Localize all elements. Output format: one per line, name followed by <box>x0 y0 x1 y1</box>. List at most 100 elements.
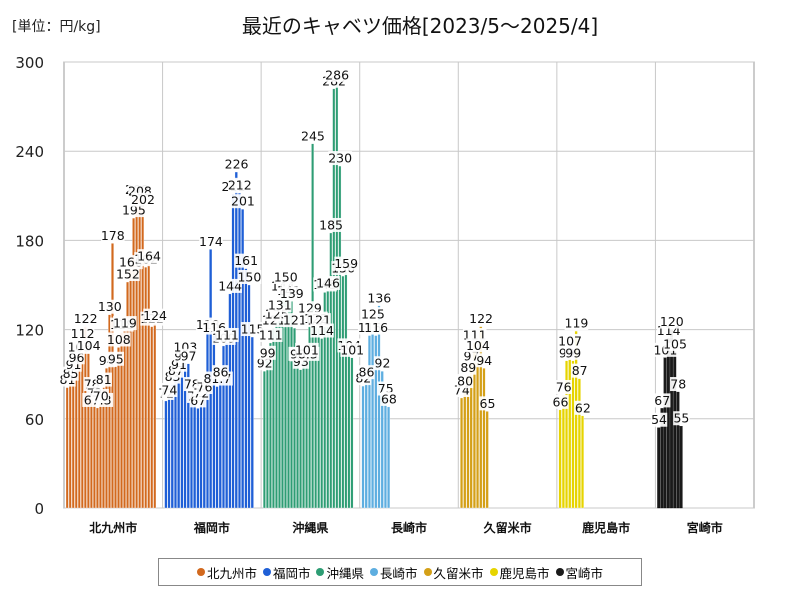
x-tick-label: 沖縄県 <box>292 520 328 535</box>
svg-text:115: 115 <box>241 322 265 337</box>
data-label: 146 <box>316 275 340 290</box>
bar <box>383 396 387 509</box>
x-tick-label: 長崎市 <box>391 520 427 535</box>
svg-text:86: 86 <box>359 365 375 380</box>
y-tick-label: 120 <box>15 322 44 340</box>
data-label: 159 <box>334 256 358 271</box>
legend-item: 鹿児島市 <box>489 563 550 582</box>
svg-text:54: 54 <box>651 412 667 427</box>
bar <box>68 381 72 509</box>
svg-text:131: 131 <box>268 298 292 313</box>
svg-text:116: 116 <box>364 320 388 335</box>
svg-text:112: 112 <box>71 326 95 341</box>
data-label: 111 <box>259 327 283 342</box>
bar <box>293 327 296 509</box>
data-label: 139 <box>280 286 304 301</box>
svg-text:178: 178 <box>101 228 125 243</box>
bar <box>215 386 219 509</box>
svg-text:139: 139 <box>280 286 304 301</box>
bar <box>657 427 661 509</box>
x-tick-label: 久留米市 <box>484 520 532 535</box>
svg-text:125: 125 <box>361 307 385 322</box>
bar <box>65 387 69 509</box>
data-label: 80 <box>456 374 474 389</box>
x-tick-label: 宮崎市 <box>687 520 723 535</box>
bar <box>170 384 174 509</box>
bar <box>135 197 139 509</box>
svg-text:119: 119 <box>113 316 137 331</box>
data-label: 178 <box>101 228 125 243</box>
data-label: 87 <box>571 363 588 378</box>
svg-text:150: 150 <box>274 270 298 285</box>
bar <box>335 82 339 509</box>
data-label: 150 <box>274 270 298 285</box>
bar <box>108 314 111 509</box>
chart-plot: 81859196103112122104787267.3708194130178… <box>15 54 755 535</box>
bar <box>90 391 93 509</box>
grid-layer <box>63 61 755 509</box>
data-label: 185 <box>319 217 343 232</box>
legend-item: 北九州市 <box>196 563 257 582</box>
bar <box>150 326 154 509</box>
bar <box>460 397 464 509</box>
bar <box>332 88 336 509</box>
data-label: 111 <box>215 327 239 342</box>
bar <box>338 165 342 509</box>
legend-item: 福岡市 <box>262 563 310 582</box>
bar <box>262 371 266 509</box>
svg-text:245: 245 <box>301 128 325 143</box>
svg-text:111: 111 <box>215 327 239 342</box>
bar <box>676 391 680 509</box>
bar <box>565 360 569 509</box>
svg-text:122: 122 <box>469 311 493 326</box>
legend-marker-icon <box>262 568 271 576</box>
data-label: 164 <box>137 249 161 264</box>
svg-text:226: 226 <box>225 157 249 172</box>
bar <box>374 335 378 509</box>
bar <box>663 357 667 509</box>
data-label: 89 <box>460 360 477 375</box>
legend-label: 沖縄県 <box>326 565 364 581</box>
bar <box>222 345 225 509</box>
svg-text:161: 161 <box>234 253 258 268</box>
plot-area <box>63 61 755 509</box>
svg-text:159: 159 <box>334 256 358 271</box>
data-label: 92 <box>374 356 391 371</box>
bar <box>266 360 269 509</box>
legend-label: 久留米市 <box>433 565 484 581</box>
x-tick-label: 北九州市 <box>89 520 137 535</box>
bar <box>377 305 381 509</box>
data-label: 230 <box>328 151 352 166</box>
svg-text:89: 89 <box>460 360 476 375</box>
svg-text:92: 92 <box>375 356 391 371</box>
bar <box>177 372 181 509</box>
svg-text:70: 70 <box>93 388 109 403</box>
bar <box>371 322 375 509</box>
bar <box>290 301 293 509</box>
bar <box>129 269 132 509</box>
data-label: 99 <box>565 345 582 360</box>
bar <box>218 379 222 509</box>
y-tick-label: 0 <box>34 500 44 518</box>
data-label: 116 <box>364 320 388 335</box>
data-label: 131 <box>268 298 292 313</box>
bar <box>666 338 670 509</box>
data-label: 130 <box>98 299 122 314</box>
legend-marker-icon <box>489 568 498 576</box>
svg-text:68: 68 <box>381 391 397 406</box>
bar <box>660 408 664 509</box>
svg-text:104: 104 <box>466 338 490 353</box>
data-label: 112 <box>71 326 95 341</box>
bar <box>329 232 333 509</box>
data-label: 124 <box>143 308 167 323</box>
bar <box>367 335 371 509</box>
svg-text:201: 201 <box>231 194 255 209</box>
svg-text:121: 121 <box>283 313 307 328</box>
bar <box>269 342 272 509</box>
bar <box>153 323 157 509</box>
x-tick-label: 福岡市 <box>193 520 230 535</box>
y-tick-label: 300 <box>15 54 44 72</box>
data-label: 119 <box>565 316 589 331</box>
y-tick-label: 60 <box>25 411 44 429</box>
svg-text:101: 101 <box>295 342 319 357</box>
